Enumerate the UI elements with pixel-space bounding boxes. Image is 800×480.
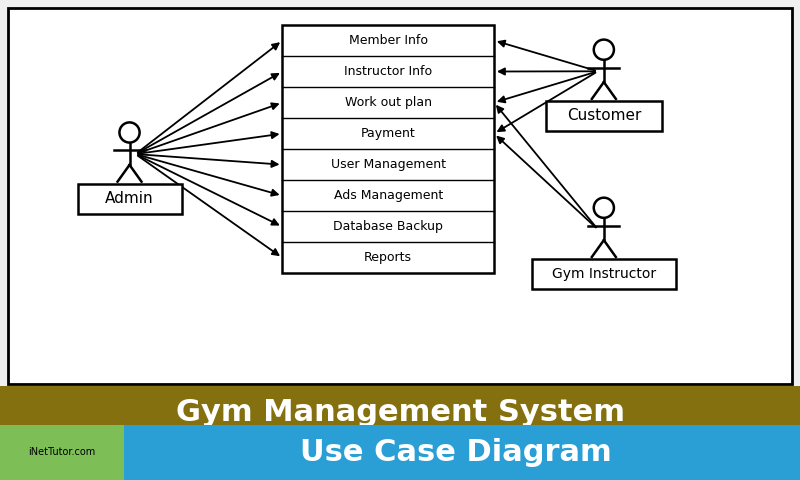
Text: Instructor Info: Instructor Info: [344, 65, 432, 78]
Bar: [0, 386, 800, 480]
Text: iNetTutor.com: iNetTutor.com: [28, 447, 96, 457]
Bar: [546, 101, 662, 131]
Bar: [282, 25, 494, 274]
Text: Database Backup: Database Backup: [334, 220, 443, 233]
Text: Gym Management System: Gym Management System: [175, 398, 625, 427]
Text: Reports: Reports: [364, 252, 412, 264]
Text: User Management: User Management: [330, 158, 446, 171]
Bar: [78, 184, 182, 214]
Bar: [532, 259, 676, 289]
Text: Customer: Customer: [566, 108, 641, 123]
Text: Use Case Diagram: Use Case Diagram: [300, 438, 612, 467]
Text: Member Info: Member Info: [349, 34, 428, 47]
Bar: [8, 8, 792, 384]
Bar: [0, 425, 124, 480]
Text: Payment: Payment: [361, 127, 416, 140]
Text: Work out plan: Work out plan: [345, 96, 432, 109]
Bar: [124, 425, 800, 480]
Text: Admin: Admin: [106, 191, 154, 206]
Text: Ads Management: Ads Management: [334, 189, 443, 202]
Text: Gym Instructor: Gym Instructor: [552, 267, 656, 281]
